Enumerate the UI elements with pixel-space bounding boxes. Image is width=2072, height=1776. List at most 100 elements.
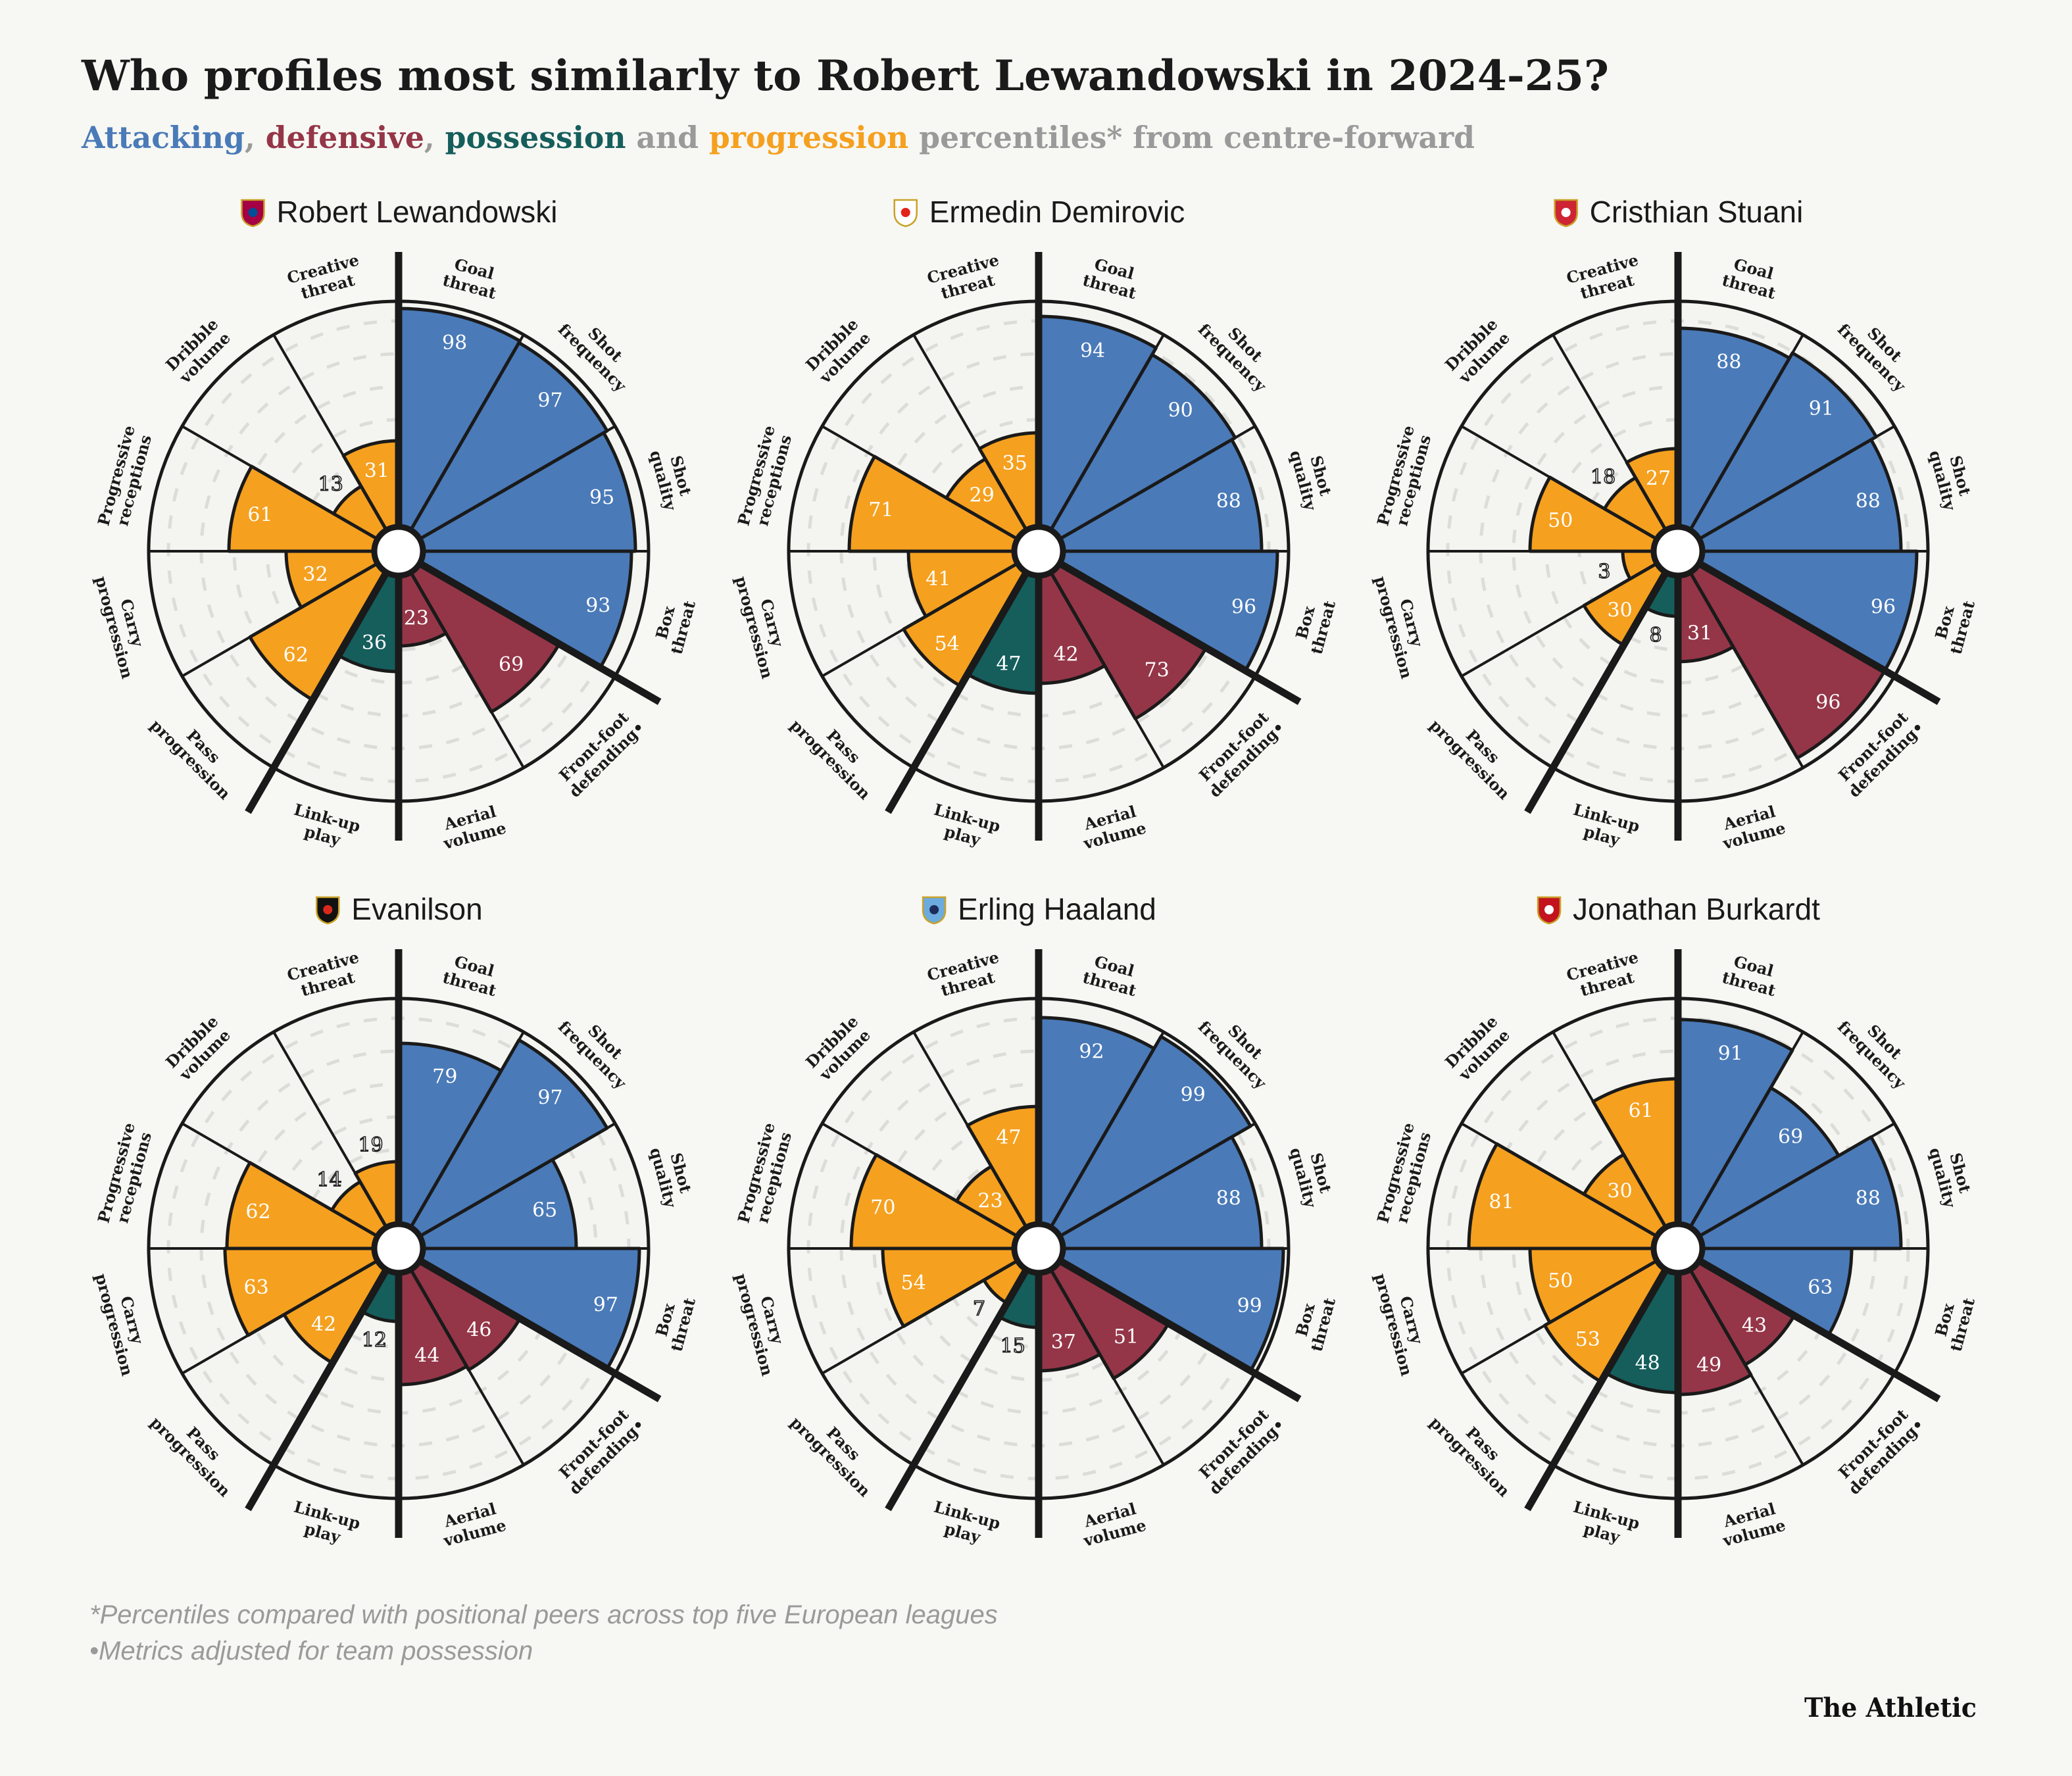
bournemouth-badge-icon — [316, 896, 340, 925]
value-label: 63 — [244, 1276, 269, 1299]
page-title: Who profiles most similarly to Robert Le… — [81, 51, 1609, 101]
bar-progression — [1528, 476, 1680, 553]
bar-attacking — [1037, 1016, 1156, 1250]
sector-divider — [1037, 1031, 1165, 1250]
center-hub — [1011, 1221, 1066, 1276]
player-name: Ermedin Demirovic — [929, 195, 1185, 229]
center-hub — [371, 524, 426, 579]
value-label: 23 — [977, 1189, 1002, 1212]
bar-attacking — [1676, 351, 1878, 553]
sector-divider — [272, 1031, 400, 1250]
bar-attacking — [397, 549, 633, 670]
value-label: 97 — [537, 1086, 562, 1109]
sector-divider — [1037, 1122, 1256, 1250]
value-label: 79 — [432, 1065, 457, 1088]
bar-progression — [1528, 1246, 1680, 1324]
value-label: 91 — [1718, 1042, 1743, 1065]
value-label: 94 — [1080, 339, 1105, 362]
sector-divider — [1677, 333, 1804, 552]
bar-attacking — [1037, 1035, 1252, 1250]
value-label: 93 — [585, 594, 610, 617]
value-label: 8 — [1650, 624, 1662, 647]
sector-divider — [1677, 425, 1896, 553]
sector-divider — [912, 1031, 1040, 1250]
bar-progression — [248, 549, 401, 702]
value-label: 47 — [996, 1126, 1021, 1149]
sector-divider — [1460, 1247, 1679, 1375]
value-label: 54 — [901, 1271, 926, 1295]
value-label: 69 — [499, 653, 524, 676]
center-hub — [1650, 1221, 1706, 1276]
group-divider — [397, 548, 662, 705]
bar-attacking — [397, 1246, 641, 1371]
bar-attacking — [1037, 438, 1264, 553]
value-label: 12 — [362, 1329, 387, 1352]
bar-attacking — [1676, 549, 1919, 672]
subtitle-sep: , — [424, 120, 445, 155]
mainz-badge-icon — [1537, 896, 1562, 925]
player-name: Jonathan Burkardt — [1573, 892, 1820, 926]
sector-divider — [1037, 425, 1256, 553]
value-label: 30 — [1608, 1180, 1633, 1203]
bar-attacking — [1037, 1246, 1285, 1373]
badge-emblem — [1544, 905, 1554, 914]
bar-progression — [849, 1153, 1041, 1250]
group-divider — [245, 1246, 402, 1512]
man-city-badge-icon — [922, 896, 947, 925]
bar-attacking — [1676, 438, 1903, 553]
group-divider — [885, 549, 1042, 814]
sector-divider — [397, 1247, 525, 1466]
value-label: 62 — [245, 1200, 270, 1223]
value-label: 69 — [1778, 1125, 1803, 1148]
bar-progression — [227, 464, 401, 553]
value-label: 99 — [1181, 1083, 1206, 1106]
player-name: Erling Haaland — [958, 892, 1156, 926]
value-label: 29 — [970, 484, 995, 507]
value-label: 27 — [1646, 467, 1671, 490]
bar-attacking — [397, 307, 522, 553]
subtitle-and: and — [626, 120, 709, 155]
subtitle-sep: , — [245, 120, 266, 155]
bar-attacking — [397, 1158, 578, 1250]
category-label: Goalthreat — [1720, 253, 1783, 303]
value-label: 15 — [1000, 1335, 1025, 1358]
player-name: Robert Lewandowski — [276, 195, 557, 229]
value-label: 48 — [1635, 1352, 1660, 1375]
value-label: 14 — [317, 1169, 342, 1192]
value-label: 50 — [1548, 509, 1573, 532]
sector-divider — [181, 1122, 399, 1250]
value-label: 61 — [247, 504, 272, 527]
value-label: 46 — [466, 1318, 491, 1341]
value-label: 99 — [1237, 1295, 1262, 1318]
bar-progression — [1591, 1077, 1680, 1250]
value-label: 88 — [1216, 1187, 1241, 1210]
value-label: 42 — [311, 1313, 336, 1336]
value-label: 97 — [537, 389, 562, 412]
sector-divider — [181, 425, 399, 553]
polar-chart: Ermedin Demirovic 94 90 88 96 73 42 47 54 41 71 29 3… — [731, 195, 1339, 853]
sector-divider — [821, 1122, 1040, 1250]
subtitle-attacking: Attacking — [81, 120, 245, 155]
sector-divider — [1460, 425, 1679, 553]
value-label: 35 — [1002, 452, 1027, 475]
value-label: 44 — [414, 1344, 439, 1367]
value-label: 37 — [1051, 1331, 1076, 1354]
bar-attacking — [397, 1038, 609, 1250]
value-label: 31 — [364, 459, 389, 482]
value-label: 63 — [1808, 1276, 1833, 1299]
value-label: 18 — [1591, 466, 1616, 489]
value-label: 32 — [303, 563, 328, 586]
value-label: 90 — [1168, 399, 1193, 422]
bar-attacking — [397, 431, 637, 553]
sector-divider — [1552, 1031, 1679, 1250]
value-label: 88 — [1216, 490, 1241, 513]
value-label: 95 — [589, 486, 614, 509]
player-name: Evanilson — [351, 892, 482, 926]
brand-logo: The Athletic — [1804, 1692, 1977, 1723]
sector-divider — [1677, 1122, 1896, 1250]
value-label: 30 — [1608, 599, 1633, 622]
category-label: Shotquality — [1286, 443, 1338, 513]
stuttgart-badge-icon — [893, 199, 918, 228]
